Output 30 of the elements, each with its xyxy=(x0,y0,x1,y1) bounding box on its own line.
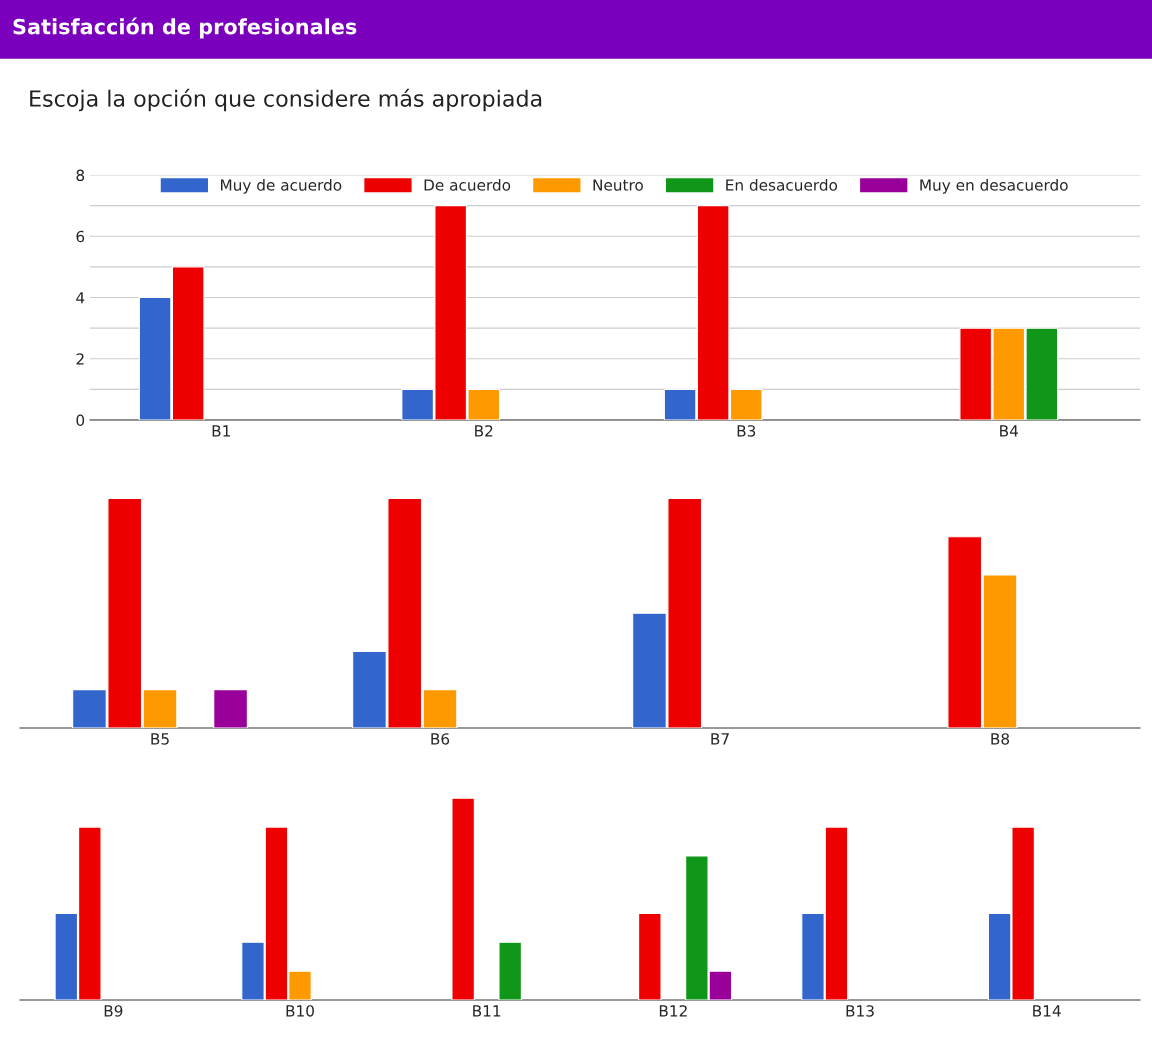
x-tick-label: B5 xyxy=(151,733,169,745)
x-tick-label: B3 xyxy=(737,425,756,437)
legend-label: Muy de acuerdo xyxy=(221,178,342,194)
bar xyxy=(498,941,522,1000)
bar xyxy=(638,912,662,1000)
x-tick-label: B6 xyxy=(431,733,450,745)
y-tick-label: 6 xyxy=(76,230,85,243)
y-tick-label: 0 xyxy=(76,414,85,427)
x-tick-label: B4 xyxy=(1000,425,1018,437)
y-tick-label: 8 xyxy=(76,169,85,182)
x-tick-label: B8 xyxy=(991,733,1010,745)
x-tick-label: B12 xyxy=(659,1005,687,1017)
bar xyxy=(451,797,475,1000)
x-tick-label: B14 xyxy=(1033,1005,1061,1017)
chart-title: Satisfacción de profesionales xyxy=(13,17,357,39)
legend-label: Neutro xyxy=(593,179,643,191)
x-tick-label: B1 xyxy=(212,425,230,437)
bar xyxy=(213,689,248,728)
legend-label: De acuerdo xyxy=(424,178,511,191)
x-tick-label: B2 xyxy=(475,425,493,437)
legend-label: En desacuerdo xyxy=(726,178,838,191)
x-tick-label: B13 xyxy=(846,1005,874,1017)
x-tick-label: B7 xyxy=(711,733,729,745)
y-tick-label: 4 xyxy=(76,292,85,304)
x-tick-label: B10 xyxy=(286,1005,314,1017)
legend-label: Muy en desacuerdo xyxy=(920,178,1068,194)
x-tick-label: B9 xyxy=(104,1005,123,1017)
x-tick-label: B11 xyxy=(473,1005,501,1017)
y-tick-label: 2 xyxy=(76,353,84,365)
chart-subtitle: Escoja la opción que considere más apropiada xyxy=(30,88,542,112)
